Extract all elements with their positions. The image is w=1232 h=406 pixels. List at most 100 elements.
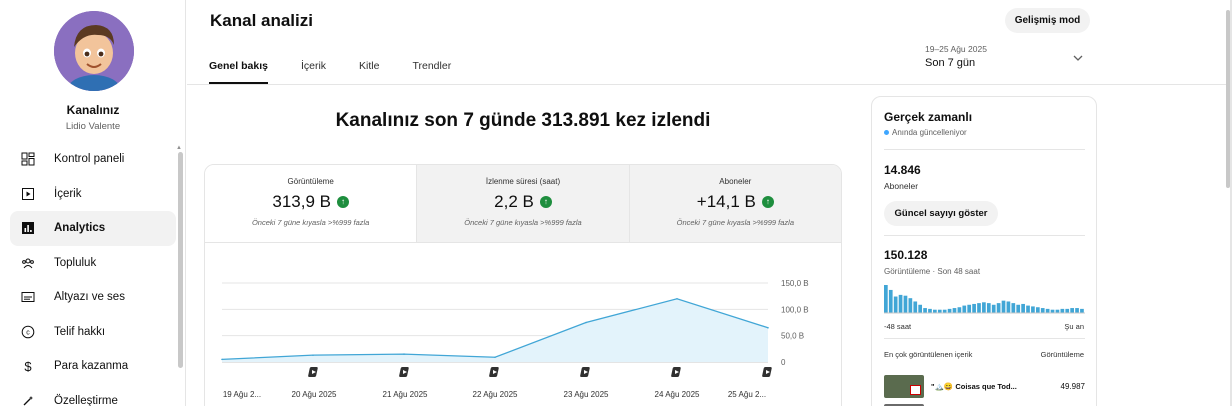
scroll-up-arrow-icon[interactable]: ▲ (176, 145, 182, 151)
sidebar-item-community[interactable]: Topluluk (10, 246, 176, 281)
realtime-bar[interactable] (888, 289, 893, 313)
realtime-bar[interactable] (898, 294, 903, 313)
tab-overview[interactable]: Genel bakış (209, 60, 268, 84)
live-dot-icon (884, 130, 889, 135)
realtime-subtitle: Anında güncelleniyor (884, 128, 967, 137)
realtime-bar[interactable] (1006, 301, 1011, 313)
sidebar-item-content[interactable]: İçerik (10, 177, 176, 212)
sidebar-item-copyright[interactable]: c Telif hakkı (10, 315, 176, 350)
realtime-bar[interactable] (1001, 300, 1006, 313)
realtime-bar[interactable] (967, 304, 972, 313)
show-live-count-button[interactable]: Güncel sayıyı göster (884, 201, 998, 226)
chart-data-point[interactable] (767, 326, 769, 329)
chart-y-tick-label: 100,0 B (781, 305, 809, 314)
sidebar-item-monetization[interactable]: $ Para kazanma (10, 349, 176, 384)
video-upload-marker-icon[interactable] (762, 367, 772, 377)
realtime-bar[interactable] (937, 309, 942, 313)
chart-data-point[interactable] (585, 321, 587, 324)
date-range-text[interactable]: 19–25 Ağu 2025 (925, 44, 987, 54)
realtime-bar[interactable] (962, 305, 967, 313)
video-thumbnail[interactable] (884, 404, 924, 406)
video-upload-marker-icon[interactable] (489, 367, 499, 377)
metric-note: Önceki 7 güne kıyasla >%999 fazla (251, 218, 370, 227)
channel-avatar[interactable] (54, 11, 134, 91)
realtime-bar[interactable] (1075, 308, 1079, 313)
realtime-bar[interactable] (972, 303, 976, 313)
realtime-bar[interactable] (947, 308, 952, 313)
realtime-bar[interactable] (1065, 308, 1070, 313)
dashboard-icon (20, 151, 36, 167)
metric-subscribers[interactable]: Aboneler +14,1 B ↑ Önceki 7 güne kıyasla… (628, 165, 841, 242)
realtime-bar[interactable] (913, 301, 918, 313)
realtime-bar[interactable] (1035, 307, 1040, 313)
realtime-bar[interactable] (1080, 308, 1084, 313)
realtime-bar-chart[interactable] (884, 283, 1085, 317)
views-chart[interactable]: 150,0 B 100,0 B 50,0 B 0 19 Ağu 2... 20 Ağu 2… (205, 243, 842, 406)
metric-views[interactable]: Görüntüleme 313,9 B ↑ Önceki 7 güne kıya… (205, 165, 417, 242)
realtime-bar[interactable] (1070, 308, 1074, 313)
customization-icon (20, 393, 36, 406)
date-period-select[interactable]: Son 7 gün (925, 57, 976, 69)
content-icon (20, 186, 36, 202)
arrow-up-icon: ↑ (761, 196, 774, 208)
realtime-bar[interactable] (903, 295, 908, 313)
sidebar-item-customization[interactable]: Özelleştirme (10, 384, 176, 406)
window-edge (1230, 0, 1232, 406)
metric-watch-time[interactable]: İzlenme süresi (saat) 2,2 B ↑ Önceki 7 g… (416, 165, 629, 242)
sidebar-item-dashboard[interactable]: Kontrol paneli (10, 142, 176, 177)
video-title[interactable]: "🏔️😄 Coisas que Tod... (931, 381, 1017, 391)
realtime-bar[interactable] (893, 296, 898, 313)
realtime-bar[interactable] (986, 303, 991, 313)
realtime-bar[interactable] (982, 302, 986, 313)
realtime-bar[interactable] (996, 303, 1001, 313)
realtime-bar[interactable] (923, 308, 927, 313)
realtime-bar[interactable] (942, 309, 947, 313)
chart-data-point[interactable] (494, 356, 496, 359)
realtime-bar[interactable] (918, 304, 923, 313)
realtime-bar[interactable] (908, 298, 913, 313)
realtime-bar[interactable] (1055, 309, 1060, 313)
realtime-bar[interactable] (928, 308, 932, 313)
metric-title: Görüntüleme (287, 177, 334, 186)
realtime-bar[interactable] (1040, 308, 1045, 313)
realtime-bar[interactable] (884, 285, 888, 313)
advanced-mode-button[interactable]: Gelişmiş mod (1005, 8, 1090, 33)
realtime-bar[interactable] (1011, 303, 1016, 313)
video-upload-marker-icon[interactable] (308, 367, 318, 377)
chart-data-point[interactable] (312, 354, 314, 356)
realtime-bar[interactable] (957, 307, 962, 313)
video-upload-marker-icon[interactable] (671, 367, 681, 377)
sidebar-scrollbar[interactable] (178, 152, 183, 368)
channel-handle: Lidio Valente (65, 121, 121, 132)
video-thumbnail[interactable] (884, 374, 924, 398)
tab-trends[interactable]: Trendler (412, 60, 452, 72)
sidebar-item-label: Kontrol paneli (54, 153, 125, 166)
realtime-bar[interactable] (1016, 304, 1021, 313)
chart-data-point[interactable] (221, 358, 223, 361)
realtime-bar[interactable] (991, 304, 996, 313)
realtime-bar[interactable] (1026, 305, 1030, 313)
video-upload-marker-icon[interactable] (580, 367, 590, 377)
sidebar-item-label: Analytics (54, 222, 106, 235)
metric-value-row: 313,9 B ↑ (205, 192, 416, 212)
chevron-down-icon[interactable] (1072, 52, 1084, 67)
realtime-bar[interactable] (1021, 303, 1025, 313)
realtime-bar[interactable] (952, 308, 957, 313)
realtime-bar[interactable] (977, 303, 981, 313)
sidebar-item-analytics[interactable]: Analytics (10, 211, 176, 246)
realtime-bar[interactable] (1050, 309, 1055, 313)
tab-audience[interactable]: Kitle (359, 60, 380, 72)
realtime-subscribers-value: 14.846 (884, 163, 921, 177)
tab-content[interactable]: İçerik (300, 60, 327, 72)
top-video-row[interactable]: "🏔️😄 Coisas que Tod... 49.987 (884, 374, 1085, 398)
video-upload-marker-icon[interactable] (399, 367, 409, 377)
page-scrollbar[interactable] (1226, 10, 1230, 188)
realtime-bar[interactable] (1060, 308, 1065, 313)
chart-data-point[interactable] (676, 298, 678, 300)
sidebar-item-subtitles[interactable]: Altyazı ve ses (10, 280, 176, 315)
realtime-bar[interactable] (1031, 306, 1035, 313)
chart-data-point[interactable] (403, 353, 405, 355)
realtime-bar[interactable] (1045, 308, 1050, 313)
chart-y-tick-label: 50,0 B (781, 332, 804, 341)
realtime-bar[interactable] (933, 309, 937, 313)
